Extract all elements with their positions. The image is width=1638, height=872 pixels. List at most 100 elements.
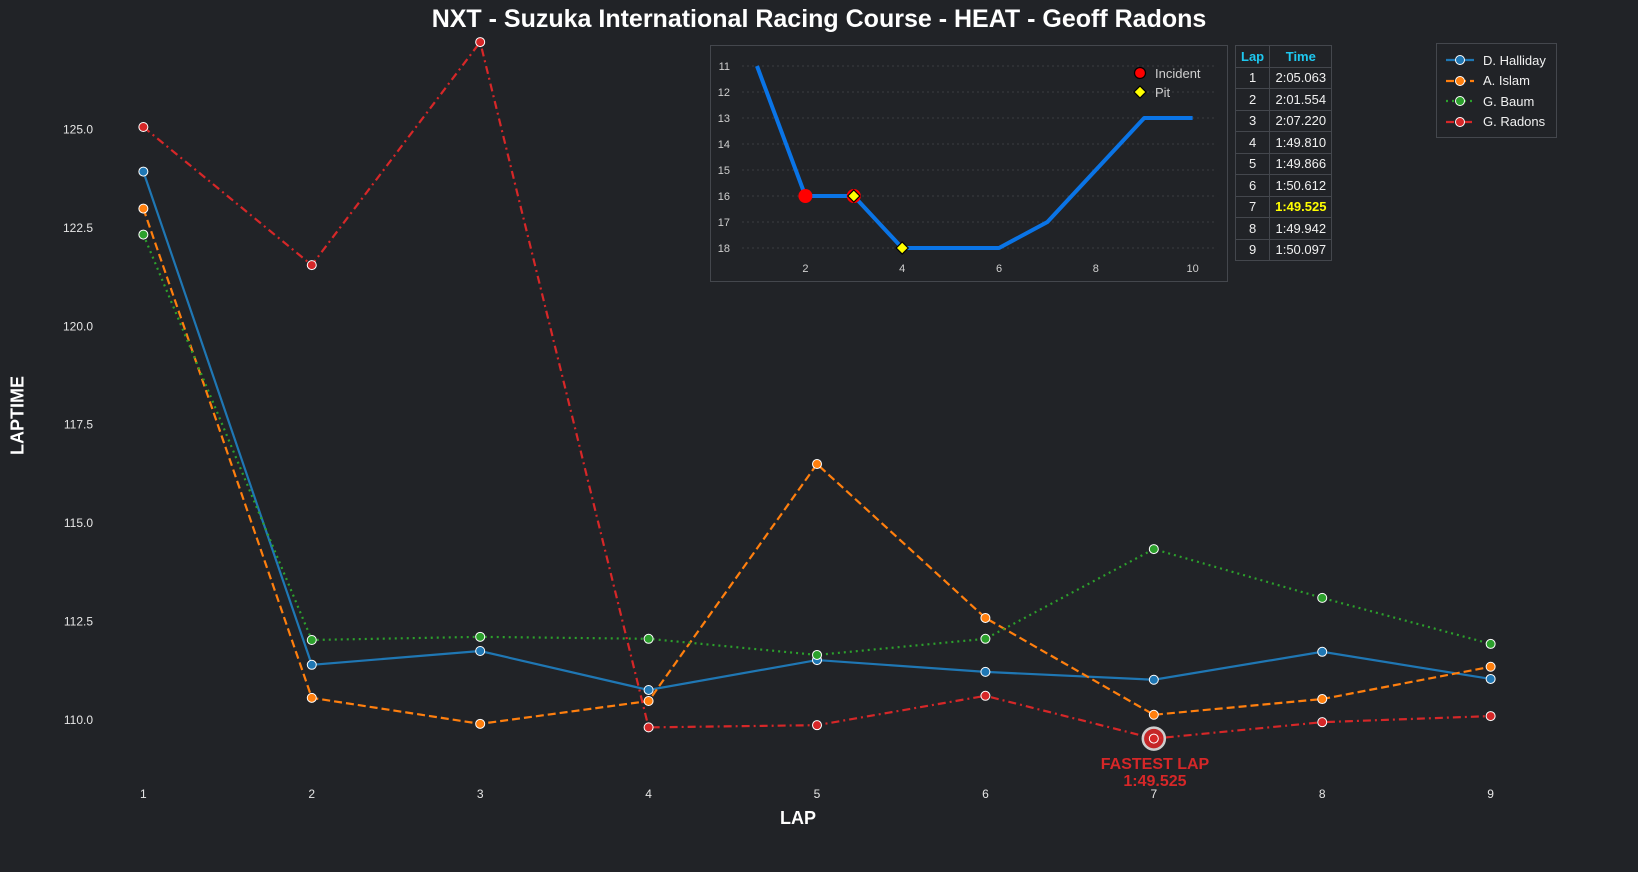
fastest-lap-label: FASTEST LAP	[1100, 756, 1210, 773]
data-point	[812, 649, 822, 660]
data-point	[138, 166, 149, 177]
table-row: 5 1:49.866	[1234, 152, 1333, 175]
lap-time-cell: 2:05.063	[1269, 66, 1333, 89]
data-point	[1148, 733, 1159, 744]
data-point	[138, 203, 149, 214]
incident-marker-icon	[1133, 66, 1147, 80]
data-point	[1317, 592, 1328, 603]
position-line	[755, 65, 1193, 250]
y-tick-label: 122.5	[63, 221, 93, 235]
data-point	[1485, 638, 1496, 649]
inset-legend-incident: Incident	[1133, 66, 1201, 81]
inset-legend-pit: Pit	[1133, 85, 1170, 100]
data-point	[475, 646, 486, 657]
table-header-time: Time	[1269, 45, 1333, 68]
pit-marker-icon	[1133, 85, 1147, 99]
chart-legend: D. Halliday A. Islam G. Baum G. Radons	[1436, 43, 1557, 138]
legend-swatch-icon	[1446, 75, 1474, 86]
inset-y-tick-label: 17	[718, 217, 730, 229]
data-point	[1317, 646, 1328, 657]
y-tick-label: 112.5	[64, 614, 93, 628]
y-tick-label: 117.5	[64, 418, 93, 432]
data-point	[1485, 711, 1496, 722]
table-header-lap: Lap	[1234, 45, 1271, 68]
legend-item: D. Halliday	[1445, 50, 1546, 70]
data-point	[306, 659, 317, 670]
inset-y-tick-label: 12	[718, 87, 730, 99]
x-tick-label: 3	[477, 787, 484, 801]
y-tick-label: 115.0	[64, 516, 93, 530]
inset-x-tick-label: 6	[996, 263, 1002, 275]
series-line-g-baum	[142, 234, 1491, 657]
inset-y-tick-label: 13	[718, 113, 730, 125]
table-row: 3 2:07.220	[1234, 109, 1333, 132]
data-point	[643, 722, 654, 733]
lap-number-cell: 2	[1234, 88, 1271, 111]
x-tick-label: 8	[1319, 787, 1326, 801]
lap-number-cell: 1	[1234, 66, 1271, 89]
inset-x-tick-label: 4	[899, 263, 905, 275]
pit-marker	[895, 241, 910, 255]
table-row: 8 1:49.942	[1234, 217, 1333, 240]
pit-legend-label: Pit	[1155, 85, 1171, 100]
data-point	[643, 696, 654, 706]
data-point	[1485, 661, 1496, 672]
lap-time-cell: 1:50.097	[1269, 238, 1333, 261]
lap-number-cell: 7	[1234, 195, 1271, 218]
legend-swatch-icon	[1446, 55, 1474, 65]
lap-number-cell: 6	[1234, 174, 1271, 197]
chart-title: NXT - Suzuka International Racing Course…	[431, 5, 1207, 33]
x-tick-label: 5	[814, 787, 821, 801]
legend-swatch-icon	[1446, 116, 1474, 127]
data-point	[1317, 717, 1328, 728]
data-point	[812, 459, 822, 470]
lap-time-cell: 1:49.810	[1269, 131, 1333, 154]
lap-number-cell: 9	[1234, 238, 1271, 261]
inset-frame	[710, 45, 1228, 282]
lap-number-cell: 5	[1234, 152, 1271, 175]
x-tick-label: 2	[308, 787, 315, 801]
y-tick-label: 120.0	[63, 319, 93, 333]
lap-time-cell: 1:50.612	[1269, 174, 1333, 197]
legend-swatch-icon	[1446, 96, 1474, 106]
fastest-lap-annotation: FASTEST LAP 1:49.525	[1090, 756, 1220, 790]
data-point	[1148, 544, 1159, 555]
inset-y-tick-label: 18	[718, 243, 730, 255]
data-point	[643, 633, 654, 644]
legend-item: G. Radons	[1445, 112, 1545, 132]
inset-x-tick-label: 2	[802, 263, 808, 275]
y-tick-label: 125.0	[63, 122, 93, 136]
data-point	[1317, 694, 1328, 705]
x-tick-label: 4	[645, 787, 652, 801]
legend-label: G. Baum	[1483, 93, 1535, 109]
y-axis-label: LAPTIME	[7, 376, 28, 455]
inset-y-tick-label: 15	[718, 165, 730, 177]
legend-item: A. Islam	[1445, 71, 1530, 91]
lap-number-cell: 4	[1234, 131, 1271, 154]
data-point	[643, 684, 654, 695]
series-line-a-islam	[142, 208, 1491, 725]
table-row: 2 2:01.554	[1234, 88, 1333, 111]
data-point	[306, 260, 317, 271]
data-point	[980, 633, 991, 644]
data-point	[1485, 673, 1496, 684]
lap-number-cell: 8	[1234, 217, 1271, 240]
lap-time-cell: 1:49.525	[1269, 195, 1333, 218]
x-axis-label: LAP	[780, 808, 816, 828]
x-tick-label: 1	[140, 787, 147, 801]
incident-marker	[798, 189, 813, 203]
y-tick-label: 110.0	[64, 713, 93, 727]
data-point	[1148, 674, 1159, 685]
data-point	[475, 718, 486, 729]
lap-time-cell: 1:49.866	[1269, 152, 1333, 175]
table-row: 9 1:50.097	[1234, 238, 1333, 261]
data-point	[980, 666, 991, 677]
x-tick-label: 7	[1150, 787, 1157, 801]
data-point	[475, 631, 486, 642]
table-row: 4 1:49.810	[1234, 131, 1333, 154]
data-point	[812, 720, 822, 731]
inset-x-tick-label: 10	[1186, 263, 1198, 275]
data-point	[138, 229, 149, 240]
data-point	[980, 612, 991, 623]
